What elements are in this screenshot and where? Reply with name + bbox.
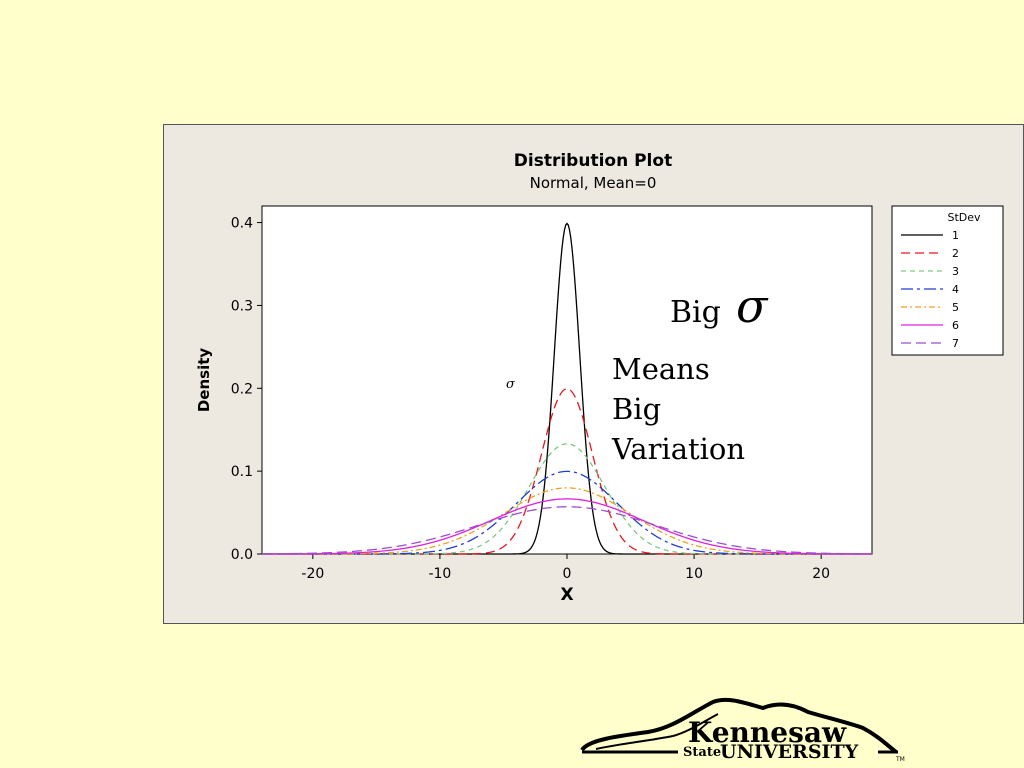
legend-label-1: 1 <box>952 229 959 242</box>
legend-title: StDev <box>947 211 981 224</box>
legend: StDev 1 2 3 4 5 6 7 <box>891 205 1004 356</box>
y-tick-label: 0.2 <box>231 381 253 397</box>
legend-label-2: 2 <box>952 247 959 260</box>
callout-means: Means <box>612 352 710 386</box>
y-axis-label: Density <box>195 348 213 413</box>
distribution-chart: Distribution Plot Normal, Mean=0 0.00.10… <box>195 151 1004 605</box>
y-tick-label: 0.3 <box>231 298 253 314</box>
chart-title: Distribution Plot <box>514 151 672 171</box>
logo-university: UNIVERSITY <box>720 741 859 763</box>
legend-label-4: 4 <box>952 283 959 296</box>
y-tick-label: 0.1 <box>231 464 253 480</box>
callout-sigma-small: σ <box>506 377 516 392</box>
legend-label-6: 6 <box>952 319 959 332</box>
legend-box <box>891 205 1004 356</box>
logo-state: State <box>683 745 721 760</box>
callout-big: Big <box>670 295 721 330</box>
plot-area <box>261 205 873 555</box>
legend-items: 1 2 3 4 5 6 7 <box>901 229 959 350</box>
logo-kennesaw: Kennesaw <box>688 716 847 749</box>
x-tick-label: -10 <box>428 566 451 582</box>
y-tick-label: 0.4 <box>231 216 253 232</box>
legend-label-5: 5 <box>952 301 959 314</box>
y-axis: 0.0 0.1 0.2 0.3 0.4 <box>231 216 262 563</box>
chart-subtitle: Normal, Mean=0 <box>530 174 657 192</box>
figure-frame: Distribution Plot Normal, Mean=0 0.0 0.1 0… <box>163 124 1024 624</box>
callout-variation: Variation <box>611 432 745 466</box>
x-tick-label: 20 <box>812 566 830 582</box>
x-tick-label: 0 <box>563 566 572 582</box>
y-tick-label: 0.0 <box>231 547 253 563</box>
callout-sigma-big: σ <box>736 279 769 333</box>
logo-tm: TM <box>895 756 905 763</box>
legend-label-7: 7 <box>952 337 959 350</box>
callout-big-2: Big <box>612 392 661 426</box>
logo-mountain-outline <box>580 697 898 754</box>
x-axis-label: X <box>560 585 573 605</box>
x-tick-label: -20 <box>301 566 324 582</box>
x-tick-label: 10 <box>685 566 703 582</box>
legend-label-3: 3 <box>952 265 959 278</box>
kennesaw-state-logo: Kennesaw State UNIVERSITY TM <box>580 697 905 763</box>
series-line-stdev-7 <box>261 506 873 555</box>
series-line-stdev-5 <box>262 487 872 555</box>
x-axis: -20 -10 0 10 20 <box>301 554 830 582</box>
logo-mountain-inner <box>595 713 719 750</box>
series-lines <box>261 222 873 555</box>
series-line-stdev-6 <box>262 498 872 555</box>
